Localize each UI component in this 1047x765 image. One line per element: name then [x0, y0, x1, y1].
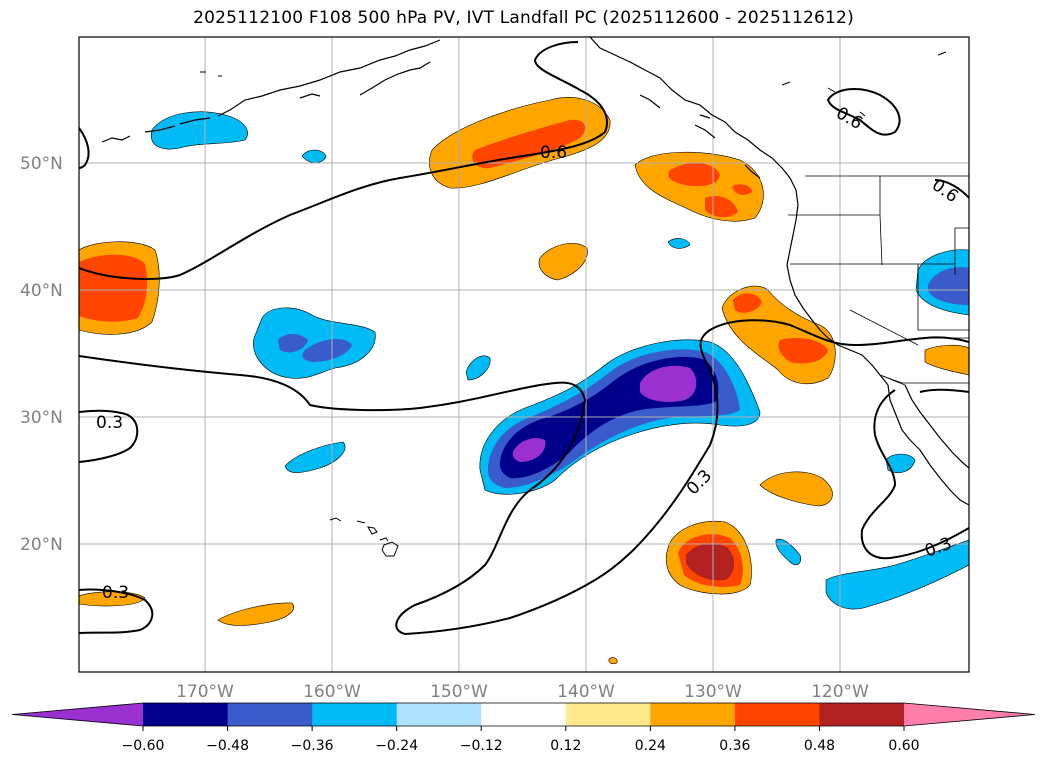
- pv-contour-0.3-east2: [919, 388, 969, 393]
- pos-anomaly-coast-core: [733, 293, 828, 364]
- colorbar-tick-label: −0.60: [122, 738, 165, 754]
- pos-anomaly-south-core: [686, 543, 735, 581]
- alaska-coast: [299, 61, 431, 99]
- pv-contour-0.6-west-edge: [79, 127, 90, 169]
- graticule: [79, 37, 969, 672]
- colorbar-segment: [819, 703, 905, 726]
- colorbar-segment: [565, 703, 651, 726]
- colorbar-tick-label: −0.12: [460, 738, 503, 754]
- lon-label-170w: 170°W: [176, 682, 234, 702]
- minor-islands: [200, 51, 947, 117]
- neg-anomaly-east-core: [928, 267, 969, 305]
- pos-anomaly-sw: [79, 591, 146, 607]
- neg-anomaly-small-1: [465, 355, 491, 381]
- colorbar-tick-label: 0.36: [719, 738, 750, 754]
- colorbar-extend-min: [12, 703, 143, 726]
- colorbar-tick-label: −0.48: [206, 738, 249, 754]
- pv-label-4: 0.3: [96, 413, 123, 433]
- pos-anomaly-north-core: [472, 119, 586, 169]
- pos-anomaly-tiny: [608, 657, 618, 665]
- lon-labels: 170°W 160°W 150°W 140°W 130°W 120°W: [176, 682, 869, 702]
- pv-contours: [79, 41, 969, 636]
- colorbar-tick-label: 0.12: [550, 738, 581, 754]
- colorbar: −0.60 −0.48 −0.36 −0.24 −0.12 0.12 0.24 0.36 0.4…: [11, 702, 1036, 754]
- neg-anomaly-nw-small: [301, 149, 327, 164]
- pv-contour-0.3-sw: [79, 409, 139, 463]
- neg-anomaly-west-core: [278, 334, 352, 362]
- us-west-coast: [786, 204, 889, 386]
- colorbar-tick-label: −0.24: [375, 738, 418, 754]
- pos-anomaly-sw2: [217, 602, 294, 626]
- colorbar-tick-label: 0.24: [635, 738, 666, 754]
- pv-contour-0.6-north: [79, 41, 608, 281]
- neg-anomaly-small-2: [284, 441, 346, 473]
- colorbar-extend-max: [904, 703, 1035, 726]
- lat-label-20: 20°N: [20, 535, 63, 555]
- colorbar-segment: [734, 703, 820, 726]
- colorbar-segment: [312, 703, 398, 726]
- borders: [788, 175, 969, 386]
- colorbar-segment: [227, 703, 313, 726]
- colorbar-segment: [481, 703, 567, 726]
- pos-anomaly-small-1: [538, 243, 588, 281]
- baja-coast: [887, 384, 969, 506]
- lat-label-30: 30°N: [20, 408, 63, 428]
- colorbar-segment: [396, 703, 482, 726]
- pos-anomaly-east: [924, 344, 969, 376]
- bc-islands: [639, 94, 761, 179]
- neg-anomaly-main-core1: [640, 365, 697, 403]
- pv-contour-0.3-south: [79, 588, 154, 634]
- lon-label-140w: 140°W: [557, 682, 615, 702]
- pv-label-6: 0.3: [102, 583, 129, 603]
- lat-label-40: 40°N: [20, 281, 63, 301]
- neg-anomaly-main-core2: [512, 438, 546, 462]
- pos-anomaly-ne-core: [668, 162, 752, 218]
- hawaii-islands: [329, 517, 399, 557]
- colorbar-tick-label: 0.48: [804, 738, 835, 754]
- neg-anomaly-baja: [885, 453, 916, 473]
- map-title: 2025112100 F108 500 hPa PV, IVT Landfall…: [193, 8, 854, 28]
- baja-inner: [904, 384, 969, 469]
- colorbar-segment: [650, 703, 736, 726]
- pv-contour-0.3-east: [860, 389, 969, 560]
- lon-label-130w: 130°W: [684, 682, 742, 702]
- lat-labels: 50°N 40°N 30°N 20°N: [20, 154, 63, 555]
- lat-label-50: 50°N: [20, 154, 63, 174]
- ivt-shading: [79, 97, 969, 665]
- coastlines: [101, 37, 969, 557]
- pos-anomaly-small-2: [759, 471, 833, 507]
- neg-anomaly-small-4: [775, 538, 801, 566]
- neg-anomaly-small-3: [667, 238, 691, 249]
- lon-label-160w: 160°W: [303, 682, 361, 702]
- pos-anomaly-west-core: [79, 254, 148, 322]
- pv-contour-0.6-east: [934, 179, 969, 199]
- map-frame: [78, 36, 970, 673]
- aleutian-coast: [101, 39, 441, 143]
- pv-contour-0.3-mid: [79, 319, 969, 636]
- neg-anomaly-nw: [150, 111, 248, 150]
- colorbar-tick-label: −0.36: [291, 738, 334, 754]
- pv-label-1: 0.6: [540, 143, 567, 163]
- lon-label-120w: 120°W: [811, 682, 869, 702]
- lon-label-150w: 150°W: [430, 682, 488, 702]
- pv-contour-0.6-ne: [826, 88, 901, 136]
- bc-coast: [589, 37, 799, 206]
- neg-anomaly-west: [253, 307, 376, 379]
- colorbar-segment: [143, 703, 229, 726]
- colorbar-tick-label: 0.60: [888, 738, 919, 754]
- mexico-border: [879, 374, 906, 386]
